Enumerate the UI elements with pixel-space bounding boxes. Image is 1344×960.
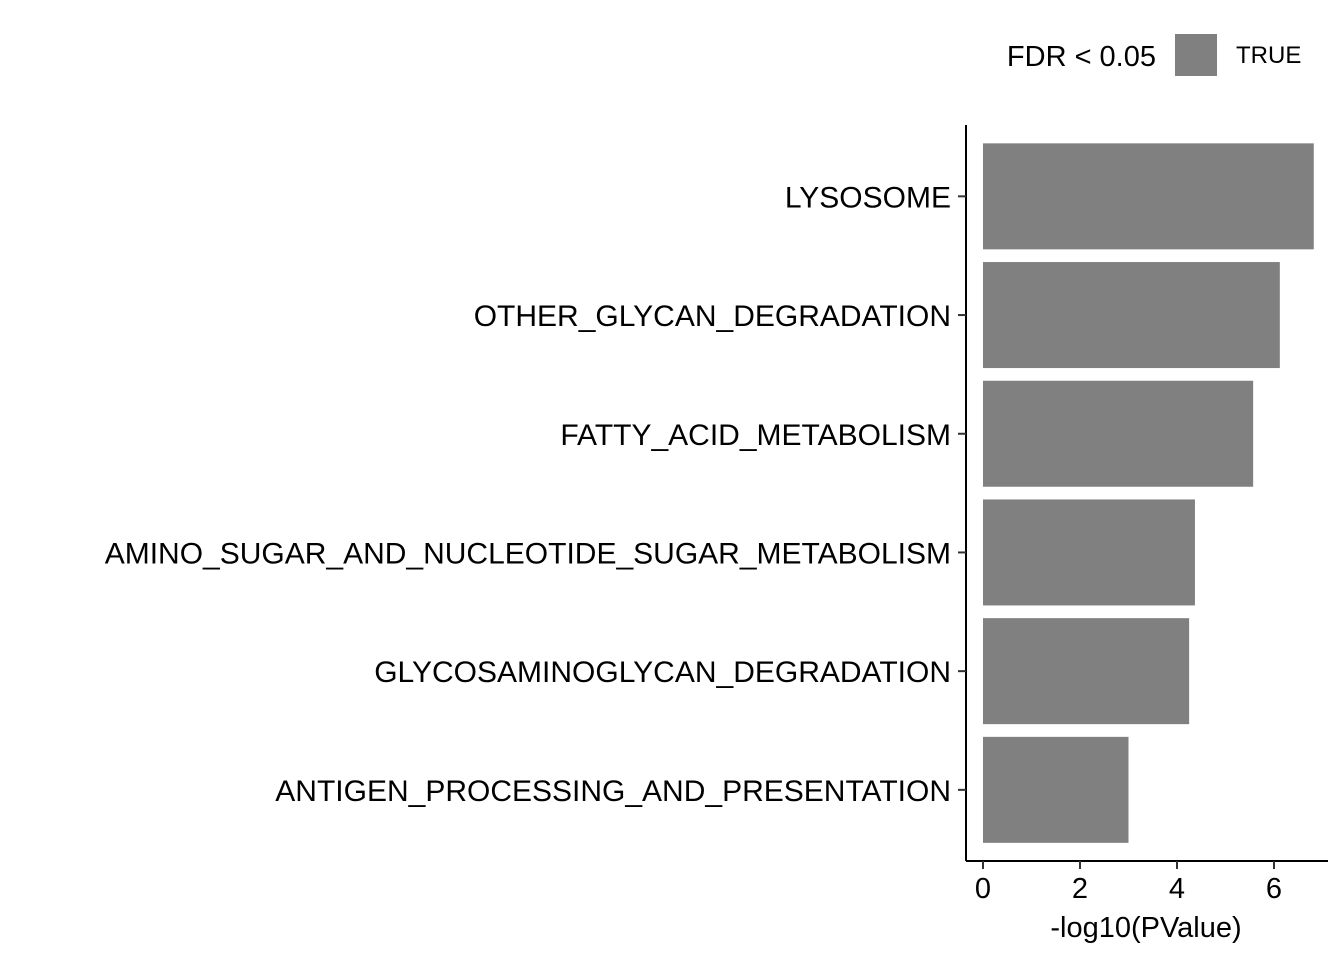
legend-title: FDR < 0.05 (1007, 41, 1156, 73)
bar-antigen-processing-and-presentation (983, 736, 1129, 843)
legend-label-true: TRUE (1236, 42, 1301, 69)
y-tick-label: OTHER_GLYCAN_DEGRADATION (474, 300, 951, 333)
x-tick-label: 0 (975, 873, 991, 905)
y-tick-label: GLYCOSAMINOGLYCAN_DEGRADATION (374, 656, 951, 689)
x-tick-label: 4 (1169, 873, 1185, 905)
bar-glycosaminoglycan-degradation (983, 618, 1190, 725)
bar-other-glycan-degradation (983, 262, 1280, 369)
bar-amino-sugar-and-nucleotide-sugar-metabolism (983, 499, 1195, 606)
x-tick-label: 2 (1072, 873, 1088, 905)
x-axis-title: -log10(PValue) (1050, 912, 1241, 944)
y-tick-label: AMINO_SUGAR_AND_NUCLEOTIDE_SUGAR_METABOL… (105, 537, 951, 570)
y-tick-label: LYSOSOME (785, 181, 951, 214)
x-axis: 0 2 4 6 (966, 860, 1328, 905)
bar-lysosome (983, 143, 1314, 250)
bar-fatty-acid-metabolism (983, 380, 1254, 487)
y-tick-label: ANTIGEN_PROCESSING_AND_PRESENTATION (275, 775, 951, 808)
legend: FDR < 0.05 TRUE (1007, 34, 1301, 76)
x-tick-label: 6 (1266, 873, 1282, 905)
legend-swatch-true (1175, 34, 1217, 76)
bars-group (983, 143, 1314, 843)
y-axis: LYSOSOME OTHER_GLYCAN_DEGRADATION FATTY_AC… (105, 125, 967, 861)
y-tick-label: FATTY_ACID_METABOLISM (560, 419, 951, 452)
